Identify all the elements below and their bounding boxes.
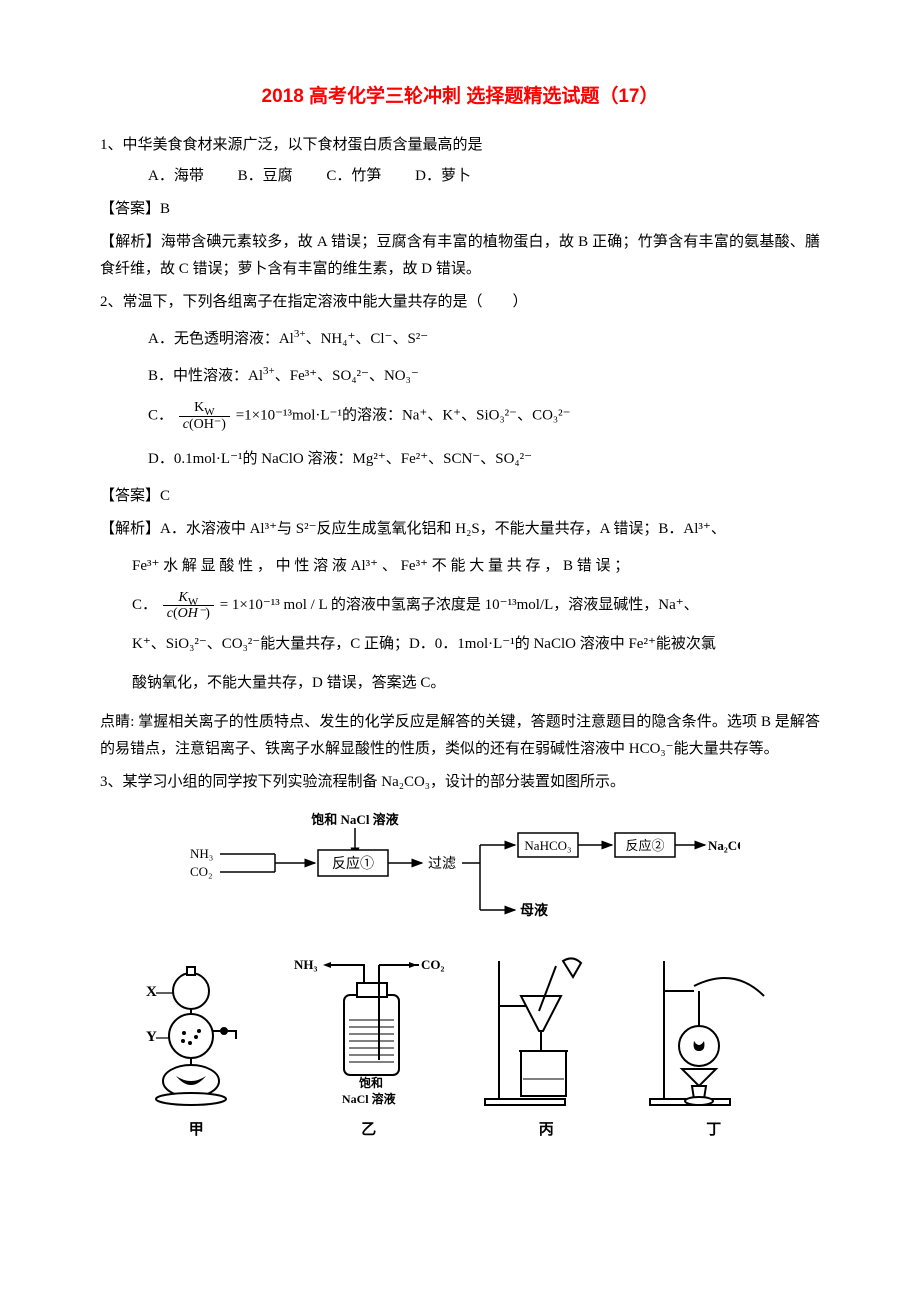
yi-nh3: NH₃ [294,957,318,972]
yi-nacl-caption: NaCl 溶液 [342,1089,396,1111]
fraction-kw-coh: KW c(OH⁻) [179,400,230,432]
q1-optC: C．竹笋 [326,168,381,184]
q2-optD: D．0.1mol·L⁻¹的 NaClO 溶液：Mg²⁺、Fe²⁺、SCN⁻、SO… [148,446,820,473]
flow-r1: 反应① [332,855,374,872]
q2-optB-pre: B．中性溶液：Al [148,368,263,384]
flow-nh3: NH₃ [190,846,213,861]
explain-label: 【解析】 [100,234,161,250]
q1-optA: A．海带 [148,168,204,184]
flow-mother: 母液 [520,902,549,919]
q2-explainA: A．水溶液中 Al³⁺与 S²⁻反应生成氢氧化铝和 H₂S，不能大量共存，A 错… [160,521,726,537]
q2-optA: A．无色透明溶液：Al3+、NH₄⁺、Cl⁻、S²⁻ [148,326,820,353]
q2-explainC-eq: = 1×10⁻¹³ mol / L [220,597,331,613]
flow-r2: 反应② [625,838,664,853]
q2-optA-pre: A．无色透明溶液：Al [148,331,294,347]
q2-optC: C． KW c(OH⁻) =1×10⁻¹³mol·L⁻¹的溶液：Na⁺、K⁺、S… [148,400,820,432]
q1-optD: D．萝卜 [415,168,471,184]
flow-nahco3: NaHCO₃ [524,838,571,853]
flow-diagram: 饱和 NaCl 溶液 NH₃ CO₂ 反应① 过滤 NaHCO₃ 反应② Na₂… [180,810,740,935]
apparatus-jia: X Y 甲 [136,961,256,1144]
q1-stem: 1、中华美食食材来源广泛，以下食材蛋白质含量最高的是 [100,132,820,159]
gas-washing-bottle-icon: NH₃ CO₂ 饱和 NaCl 溶液 [289,945,449,1095]
q2-explain: 【解析】A．水溶液中 Al³⁺与 S²⁻反应生成氢氧化铝和 H₂S，不能大量共存… [100,516,820,543]
frac-den-oh: OH⁻ [178,606,206,621]
heating-setup-icon [644,951,784,1111]
q2-explainC-pre: C． [132,597,157,613]
flow-co2: CO₂ [190,864,213,879]
q3-stem: 3、某学习小组的同学按下列实验流程制备 Na₂CO₃，设计的部分装置如图所示。 [100,769,820,796]
apparatus-yi: NH₃ CO₂ 饱和 NaCl 溶液 NaCl 溶液 乙 [289,945,449,1144]
q2-optA-rest: 、NH₄⁺、Cl⁻、S²⁻ [306,331,429,347]
frac-den-oh: OH⁻ [194,417,222,432]
q1-options: A．海带 B．豆腐 C．竹笋 D．萝卜 [148,163,820,190]
frac-den-c: c [167,606,173,621]
q2-answer: 【答案】C [100,483,820,510]
q2-optB-rest: 、Fe³⁺、SO₄²⁻、NO₃⁻ [275,368,419,384]
q2-explainD: K⁺、SiO₃²⁻、CO₃²⁻能大量共存，C 正确；D．0．1mol·L⁻¹的 … [132,625,820,664]
kipp-generator-icon: X Y [136,961,256,1111]
label-x: X [146,984,157,1000]
yi-co2: CO₂ [421,957,445,972]
q2-explainC: C． KW c(OH⁻) = 1×10⁻¹³ mol / L 的溶液中氢离子浓度… [132,586,820,625]
q2-explainE: 酸钠氧化，不能大量共存，D 错误，答案选 C。 [132,664,820,703]
apparatus-yi-label: 乙 [361,1117,376,1144]
yi-nacl-1: 饱和 [359,1075,383,1090]
q2-tip: 点睛: 掌握相关离子的性质特点、发生的化学反应是解答的关键，答题时注意题目的隐含… [100,709,820,763]
q2-explainC-post: 的溶液中氢离子浓度是 10⁻¹³mol/L，溶液显碱性，Na⁺、 [331,597,699,613]
q1-optB: B．豆腐 [238,168,293,184]
q2-explainB: Fe³⁺ 水 解 显 酸 性 ， 中 性 溶 液 Al³⁺ 、 Fe³⁺ 不 能… [132,547,820,586]
apparatus-ding-label: 丁 [706,1117,721,1144]
apparatus-ding: 丁 [644,951,784,1144]
filtration-setup-icon [481,951,611,1111]
fraction-kw-coh-2: KW c(OH⁻) [163,590,214,622]
apparatus-bing: 丙 [481,951,611,1144]
frac-den-c: c [183,417,189,432]
apparatus-jia-label: 甲 [189,1117,204,1144]
flow-filter: 过滤 [428,856,456,872]
frac-num: K [178,590,187,605]
page-title: 2018 高考化学三轮冲刺 选择题精选试题（17） [100,80,820,114]
apparatus-row: X Y 甲 [120,945,800,1144]
explain-label: 【解析】 [100,521,160,537]
explain-text: 海带含碘元素较多，故 A 错误；豆腐含有丰富的植物蛋白，故 B 正确；竹笋含有丰… [100,234,820,277]
q2-optB: B．中性溶液：Al3+、Fe³⁺、SO₄²⁻、NO₃⁻ [148,363,820,390]
q2-optC-pre: C． [148,408,173,424]
label-y: Y [146,1029,157,1045]
flow-nacl: 饱和 NaCl 溶液 [310,812,398,827]
apparatus-bing-label: 丙 [539,1117,554,1144]
q1-explain: 【解析】海带含碘元素较多，故 A 错误；豆腐含有丰富的植物蛋白，故 B 正确；竹… [100,229,820,283]
flow-svg: 饱和 NaCl 溶液 NH₃ CO₂ 反应① 过滤 NaHCO₃ 反应② Na₂… [180,810,740,935]
flow-na2co3: Na₂CO₃ [708,838,740,853]
frac-num: K [194,400,204,415]
q2-optC-eq: =1×10⁻¹³mol·L⁻¹的溶液：Na⁺、K⁺、SiO₃²⁻、CO₃²⁻ [236,408,571,424]
q1-answer: 【答案】B [100,196,820,223]
q2-stem: 2、常温下，下列各组离子在指定溶液中能大量共存的是（ ） [100,289,820,316]
